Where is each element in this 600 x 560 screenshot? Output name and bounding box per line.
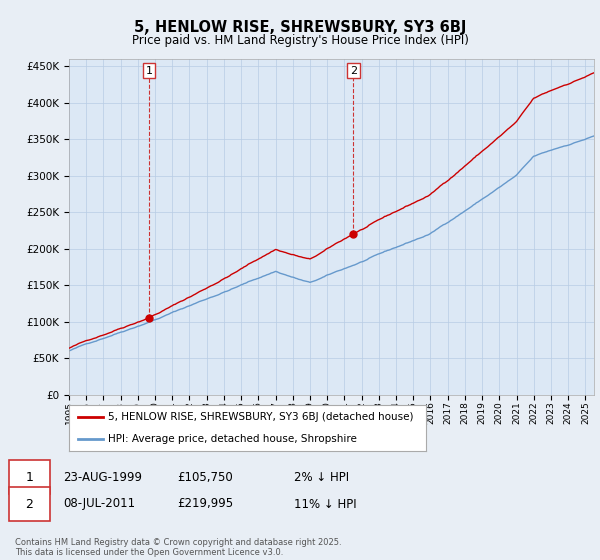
Text: 5, HENLOW RISE, SHREWSBURY, SY3 6BJ: 5, HENLOW RISE, SHREWSBURY, SY3 6BJ <box>134 20 466 35</box>
Text: £105,750: £105,750 <box>177 470 233 484</box>
Text: 23-AUG-1999: 23-AUG-1999 <box>63 470 142 484</box>
Text: Price paid vs. HM Land Registry's House Price Index (HPI): Price paid vs. HM Land Registry's House … <box>131 34 469 46</box>
Text: 1: 1 <box>25 470 34 484</box>
Text: Contains HM Land Registry data © Crown copyright and database right 2025.
This d: Contains HM Land Registry data © Crown c… <box>15 538 341 557</box>
Text: 11% ↓ HPI: 11% ↓ HPI <box>294 497 356 511</box>
Text: £219,995: £219,995 <box>177 497 233 511</box>
Text: 5, HENLOW RISE, SHREWSBURY, SY3 6BJ (detached house): 5, HENLOW RISE, SHREWSBURY, SY3 6BJ (det… <box>108 412 414 422</box>
Text: 2% ↓ HPI: 2% ↓ HPI <box>294 470 349 484</box>
Text: 1: 1 <box>146 66 152 76</box>
Text: HPI: Average price, detached house, Shropshire: HPI: Average price, detached house, Shro… <box>108 435 357 444</box>
Text: 2: 2 <box>350 66 357 76</box>
Text: 2: 2 <box>25 497 34 511</box>
Text: 08-JUL-2011: 08-JUL-2011 <box>63 497 135 511</box>
